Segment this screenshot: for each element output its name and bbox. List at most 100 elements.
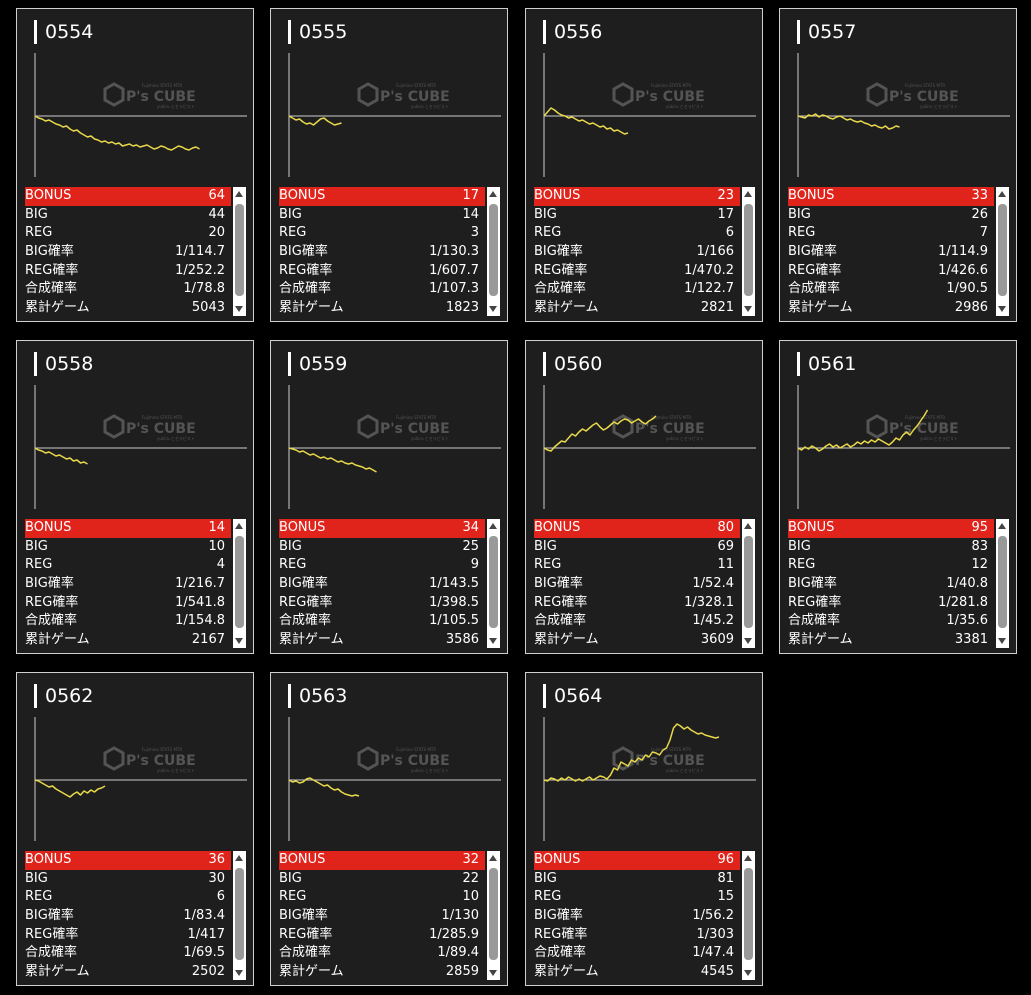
machine-card[interactable]: 0562 P's CUBE Fujimino STATS MTR yukiru とセラ…	[16, 672, 254, 986]
stats-scrollbar[interactable]	[487, 519, 500, 648]
stats-scrollbar[interactable]	[487, 187, 500, 316]
scroll-down-arrow-icon[interactable]	[744, 638, 752, 644]
scroll-up-arrow-icon[interactable]	[744, 855, 752, 861]
stats-scrollbar[interactable]	[996, 187, 1009, 316]
stat-value: 1/398.5	[429, 594, 479, 610]
scroll-down-arrow-icon[interactable]	[744, 970, 752, 976]
scroll-up-arrow-icon[interactable]	[744, 191, 752, 197]
machine-title: 0564	[543, 683, 602, 709]
scroll-down-arrow-icon[interactable]	[489, 306, 497, 312]
scroll-thumb[interactable]	[489, 868, 498, 960]
stat-row-bonus: BONUS 34	[279, 519, 485, 538]
machine-title: 0557	[797, 19, 856, 45]
stats-scrollbar[interactable]	[233, 519, 246, 648]
stat-row-reg-rate: REG確率 1/285.9	[279, 926, 485, 945]
scroll-up-arrow-icon[interactable]	[235, 855, 243, 861]
cube-logo-icon	[103, 414, 125, 439]
machine-card[interactable]: 0556 P's CUBE Fujimino STATS MTR yukiru とセラ…	[525, 8, 763, 322]
stats-scrollbar[interactable]	[996, 519, 1009, 648]
watermark-brand: P's CUBE	[380, 753, 450, 769]
watermark-brand: P's CUBE	[635, 89, 705, 105]
stats-scrollbar[interactable]	[742, 187, 755, 316]
scroll-thumb[interactable]	[744, 868, 753, 960]
scroll-thumb[interactable]	[744, 204, 753, 296]
stat-row-combined-rate: 合成確率 1/107.3	[279, 280, 485, 299]
stat-row-reg-rate: REG確率 1/417	[25, 926, 231, 945]
stats-list: BONUS 14 BIG 10 REG 4 BIG確率 1/216.7 REG確率 1/541.8…	[25, 519, 231, 650]
scroll-down-arrow-icon[interactable]	[235, 306, 243, 312]
scroll-up-arrow-icon[interactable]	[489, 855, 497, 861]
stat-value: 1/105.5	[429, 613, 479, 629]
stat-row-total-games: 累計ゲーム 5043	[25, 299, 231, 318]
machine-card[interactable]: 0564 P's CUBE Fujimino STATS MTR yukiru とセラ…	[525, 672, 763, 986]
machine-card[interactable]: 0560 P's CUBE Fujimino STATS MTR yukiru とセラ…	[525, 340, 763, 654]
stat-row-reg: REG 11	[534, 556, 740, 575]
stat-label: BIG	[279, 870, 302, 886]
trend-line	[288, 777, 360, 797]
scroll-up-arrow-icon[interactable]	[744, 523, 752, 529]
stats-scrollbar[interactable]	[487, 851, 500, 980]
scroll-up-arrow-icon[interactable]	[235, 191, 243, 197]
machine-card[interactable]: 0554 P's CUBE Fujimino STATS MTR yukiru とセラ…	[16, 8, 254, 322]
watermark-brand: P's CUBE	[889, 421, 959, 437]
scroll-thumb[interactable]	[998, 536, 1007, 628]
scroll-down-arrow-icon[interactable]	[235, 970, 243, 976]
stat-value: 1/78.8	[183, 281, 225, 297]
scroll-up-arrow-icon[interactable]	[489, 191, 497, 197]
stat-value: 22	[462, 870, 479, 886]
stats-list: BONUS 32 BIG 22 REG 10 BIG確率 1/130 REG確率 1/285.9 合…	[279, 851, 485, 982]
machine-card[interactable]: 0555 P's CUBE Fujimino STATS MTR yukiru とセラ…	[270, 8, 508, 322]
title-accent-bar	[34, 684, 37, 708]
stats-list: BONUS 34 BIG 25 REG 9 BIG確率 1/143.5 REG確率 1/398.5…	[279, 519, 485, 650]
stat-label: 合成確率	[788, 281, 841, 297]
stat-label: 合成確率	[279, 613, 332, 629]
scroll-thumb[interactable]	[744, 536, 753, 628]
stats-scrollbar[interactable]	[742, 519, 755, 648]
stat-value: 12	[971, 557, 988, 573]
stat-label: REG	[788, 225, 816, 241]
scroll-thumb[interactable]	[489, 536, 498, 628]
stat-row-reg: REG 20	[25, 224, 231, 243]
machine-card[interactable]: 0563 P's CUBE Fujimino STATS MTR yukiru とセラ…	[270, 672, 508, 986]
scroll-down-arrow-icon[interactable]	[235, 638, 243, 644]
watermark-tagline-top: Fujimino STATS MTR	[396, 415, 436, 420]
stat-row-reg: REG 9	[279, 556, 485, 575]
stat-label: 累計ゲーム	[25, 300, 90, 316]
scroll-thumb[interactable]	[235, 868, 244, 960]
machine-card[interactable]: 0558 P's CUBE Fujimino STATS MTR yukiru とセラ…	[16, 340, 254, 654]
stat-row-bonus: BONUS 32	[279, 851, 485, 870]
machine-card[interactable]: 0559 P's CUBE Fujimino STATS MTR yukiru とセラ…	[270, 340, 508, 654]
watermark-tagline-bottom: yukiru とセラピスト	[157, 103, 195, 109]
stat-label: 合成確率	[534, 281, 587, 297]
scroll-up-arrow-icon[interactable]	[998, 191, 1006, 197]
machine-number: 0558	[45, 353, 94, 375]
scroll-thumb[interactable]	[998, 204, 1007, 296]
scroll-down-arrow-icon[interactable]	[489, 970, 497, 976]
scroll-thumb[interactable]	[235, 204, 244, 296]
scroll-down-arrow-icon[interactable]	[998, 306, 1006, 312]
scroll-down-arrow-icon[interactable]	[744, 306, 752, 312]
stat-row-total-games: 累計ゲーム 3381	[788, 631, 994, 650]
scroll-up-arrow-icon[interactable]	[489, 523, 497, 529]
machine-card[interactable]: 0561 P's CUBE Fujimino STATS MTR yukiru とセラ…	[779, 340, 1017, 654]
scroll-thumb[interactable]	[489, 204, 498, 296]
scroll-up-arrow-icon[interactable]	[235, 523, 243, 529]
stat-row-big-rate: BIG確率 1/216.7	[25, 575, 231, 594]
stat-label: BONUS	[534, 520, 581, 535]
stat-label: REG	[25, 225, 53, 241]
scroll-down-arrow-icon[interactable]	[489, 638, 497, 644]
scroll-down-arrow-icon[interactable]	[998, 638, 1006, 644]
stats-scrollbar[interactable]	[233, 187, 246, 316]
cube-logo-icon	[357, 414, 379, 439]
machine-card[interactable]: 0557 P's CUBE Fujimino STATS MTR yukiru とセラ…	[779, 8, 1017, 322]
stats-scrollbar[interactable]	[233, 851, 246, 980]
watermark-tagline-top: Fujimino STATS MTR	[651, 83, 691, 88]
scroll-thumb[interactable]	[235, 536, 244, 628]
stats-scrollbar[interactable]	[742, 851, 755, 980]
scroll-up-arrow-icon[interactable]	[998, 523, 1006, 529]
watermark-tagline-bottom: yukiru とセラピスト	[666, 103, 704, 109]
trend-line	[34, 115, 200, 151]
watermark-tagline-bottom: yukiru とセラピスト	[411, 767, 449, 773]
stat-value: 1823	[445, 300, 479, 316]
